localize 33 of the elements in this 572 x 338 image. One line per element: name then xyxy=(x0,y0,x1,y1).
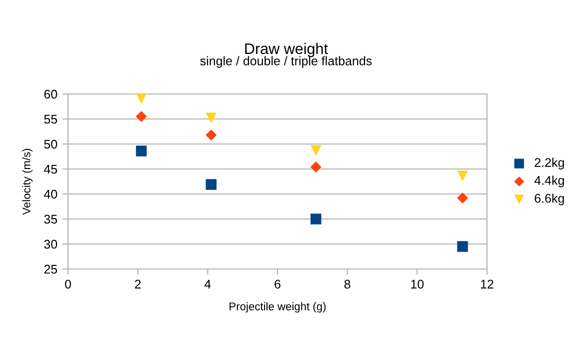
point xyxy=(206,179,217,190)
point xyxy=(310,214,322,224)
y-tick-label: 40 xyxy=(44,190,58,199)
chart-subtitle: single / double / triple flatbands xyxy=(200,56,372,68)
x-tick-label: 8 xyxy=(344,280,350,289)
x-tick-label: 4 xyxy=(204,280,211,288)
point xyxy=(310,161,322,173)
legend-label: 4.4kg xyxy=(534,176,564,188)
point xyxy=(457,241,468,252)
point xyxy=(457,192,468,204)
point xyxy=(136,110,147,122)
x-tick-label: 12 xyxy=(481,280,494,288)
point xyxy=(206,112,217,124)
legend-label: 2.2kg xyxy=(534,158,564,170)
legend-label: 6.6kg xyxy=(534,194,564,206)
y-tick-label: 50 xyxy=(44,140,58,149)
y-tick-label: 35 xyxy=(44,214,58,224)
x-tick-label: 10 xyxy=(411,280,424,289)
y-tick-label: 25 xyxy=(44,264,58,274)
x-tick-label: 2 xyxy=(134,280,141,288)
point xyxy=(136,146,147,156)
x-tick-label: 0 xyxy=(65,280,71,289)
y-tick-label: 55 xyxy=(44,114,58,124)
y-tick-label: 30 xyxy=(44,240,58,249)
point xyxy=(310,145,322,156)
x-tick-label: 6 xyxy=(274,280,280,289)
chart-title: Draw weight xyxy=(245,42,328,58)
point xyxy=(206,129,217,141)
y-tick-label: 60 xyxy=(44,90,58,99)
x-axis-title: Projectile weight (g) xyxy=(230,302,326,313)
y-axis-title: Velocity (m/s) xyxy=(22,148,33,215)
point xyxy=(457,170,468,182)
y-tick-label: 45 xyxy=(44,164,58,174)
